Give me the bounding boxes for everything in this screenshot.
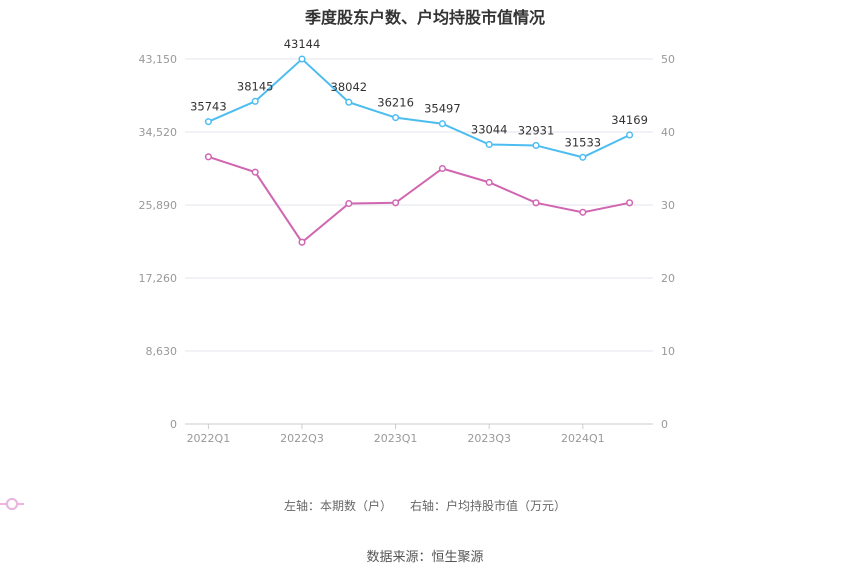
data-point [532,141,540,149]
data-point [626,199,634,207]
right-tick-label: 10 [661,345,675,358]
left-tick-label: 8,630 [146,345,178,358]
left-tick-label: 34,520 [139,126,178,139]
data-label: 35743 [190,100,227,114]
x-tick-label: 2023Q1 [374,432,418,445]
data-point [298,238,306,246]
data-point [438,164,446,173]
legend: 左轴：本期数（户） 右轴：户均持股市值（万元） [0,497,850,514]
legend-label-left-series: 左轴：本期数（户） [283,499,392,513]
left-axis-ticks: 0 8,630 17,260 25,890 34,520 43,150 [139,53,178,431]
data-label: 38145 [237,79,274,93]
data-point [251,97,259,105]
data-point [392,114,400,122]
series-line-0 [208,57,631,159]
data-source: 数据来源：恒生聚源 [366,550,484,565]
data-point [579,208,587,216]
data-label: 35497 [424,102,461,116]
series-line-1 [208,155,630,244]
x-tick-label: 2023Q3 [467,432,511,445]
data-point [626,131,634,139]
legend-item-left-series[interactable]: 左轴：本期数（户） [0,497,392,514]
data-point [392,199,400,207]
left-tick-label: 17,260 [139,272,178,285]
right-tick-label: 30 [661,199,675,212]
data-label: 43144 [284,37,321,51]
x-tick-label: 2022Q1 [187,432,231,445]
data-point [204,153,212,161]
x-tick-label: 2024Q1 [561,432,605,445]
x-tick-label: 2022Q3 [280,432,324,445]
right-tick-label: 20 [661,272,675,285]
data-point [485,178,493,186]
data-point [345,199,353,208]
right-tick-label: 50 [661,53,675,66]
data-point [251,168,259,176]
line-chart: 0 8,630 17,260 25,890 34,520 43,150 0 10 20 30 40… [139,37,676,445]
data-point [485,140,493,149]
left-tick-label: 0 [170,418,177,431]
chart-title: 季度股东户数、户均持股市值情况 [304,8,545,27]
data-label: 31533 [565,135,602,149]
data-label: 34169 [611,113,648,127]
data-point [579,153,587,161]
right-tick-label: 40 [661,126,675,139]
left-tick-label: 43,150 [139,53,178,66]
data-point [532,199,540,207]
legend-label-right-series: 右轴：户均持股市值（万元） [410,499,567,513]
data-point [298,55,306,63]
right-axis-ticks: 0 10 20 30 40 50 [661,53,675,431]
data-point [345,98,353,106]
left-tick-label: 25,890 [139,199,178,212]
data-label: 38042 [331,80,368,94]
series-layer: 35743 38145 43144 38042 36216 35497 33044 32931… [190,37,648,246]
grid-lines [185,58,653,352]
data-point [204,118,212,126]
legend-marker-pink-icon [0,498,24,510]
legend-item-right-series[interactable]: 右轴：户均持股市值（万元） [0,497,567,514]
data-label: 36216 [377,96,414,110]
data-point [438,120,446,128]
x-axis: 2022Q1 2022Q3 2023Q1 2023Q3 2024Q1 [185,423,653,445]
data-label: 32931 [518,123,555,137]
right-tick-label: 0 [661,418,668,431]
data-label: 33044 [471,122,508,136]
